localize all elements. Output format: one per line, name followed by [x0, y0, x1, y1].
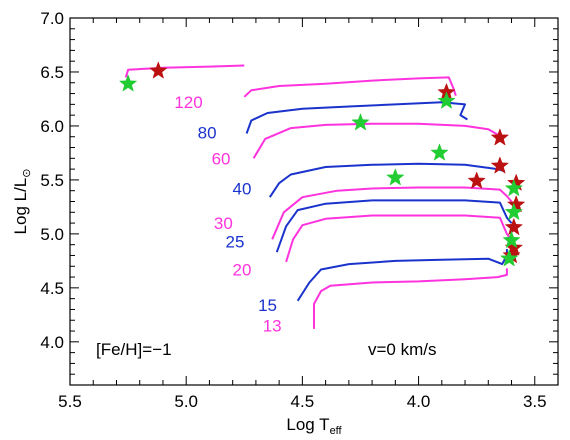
y-tick-label: 4.0: [40, 333, 64, 352]
track-line: [296, 249, 508, 302]
y-tick-label: 5.5: [40, 171, 64, 190]
green-star-marker: [502, 230, 521, 249]
red-star-marker: [149, 61, 168, 79]
track-line: [268, 162, 505, 198]
axes-layer: 5.5 5.0 4.5 4.0 3.5 4.0 4.5 5.0 5.5 6.0 6.5 7.0: [40, 9, 559, 411]
green-star-marker: [386, 168, 405, 186]
x-axis-title-sub: eff: [330, 425, 343, 437]
mass-label: 30: [214, 214, 233, 233]
red-star-marker: [506, 194, 526, 213]
y-axis-title: Log L/L⊙: [11, 169, 33, 235]
track-line: [252, 122, 499, 159]
x-tick-label: 5.5: [58, 392, 82, 411]
mass-label: 20: [233, 261, 252, 280]
y-tick-label: 4.5: [40, 279, 64, 298]
metallicity-annotation: [Fe/H]=−1: [96, 340, 172, 359]
green-star-marker: [118, 74, 138, 92]
track-line: [285, 214, 511, 263]
x-axis-title-main: Log T: [286, 415, 329, 434]
rotation-annotation: v=0 km/s: [368, 340, 437, 359]
y-tick-label: 6.0: [40, 117, 64, 136]
y-axis-title-main: Log L/L: [11, 178, 30, 235]
green-star-marker: [499, 248, 519, 267]
mass-label: 13: [263, 317, 282, 336]
y-axis-title-sub: ⊙: [21, 169, 33, 178]
mass-label: 60: [212, 149, 231, 168]
x-tick-label: 3.5: [523, 392, 547, 411]
red-star-marker: [467, 171, 486, 189]
green-star-marker: [437, 91, 456, 109]
track-line: [313, 268, 508, 329]
red-star-marker: [504, 217, 524, 236]
green-star-marker: [430, 143, 449, 161]
x-tick-label: 4.5: [291, 392, 315, 411]
x-tick-label: 5.0: [174, 392, 198, 411]
mass-label: 120: [174, 93, 202, 112]
y-tick-label: 6.5: [40, 63, 64, 82]
red-star-marker: [490, 156, 510, 174]
mass-label: 40: [233, 180, 252, 199]
mass-label: 25: [226, 232, 245, 251]
green-star-marker: [351, 112, 370, 131]
track-line: [271, 186, 513, 240]
mass-label: 15: [258, 296, 277, 315]
green-star-marker: [504, 202, 524, 221]
green-star-marker: [504, 178, 524, 197]
track-line: [243, 76, 457, 98]
x-tick-label: 4.0: [407, 392, 431, 411]
x-axis-title: Log Teff: [286, 415, 342, 437]
y-tick-label: 7.0: [40, 9, 64, 28]
y-tick-label: 5.0: [40, 225, 64, 244]
red-star-marker: [490, 128, 510, 146]
track-line: [245, 101, 468, 134]
track-line: [275, 199, 513, 253]
mass-label: 80: [198, 123, 217, 142]
